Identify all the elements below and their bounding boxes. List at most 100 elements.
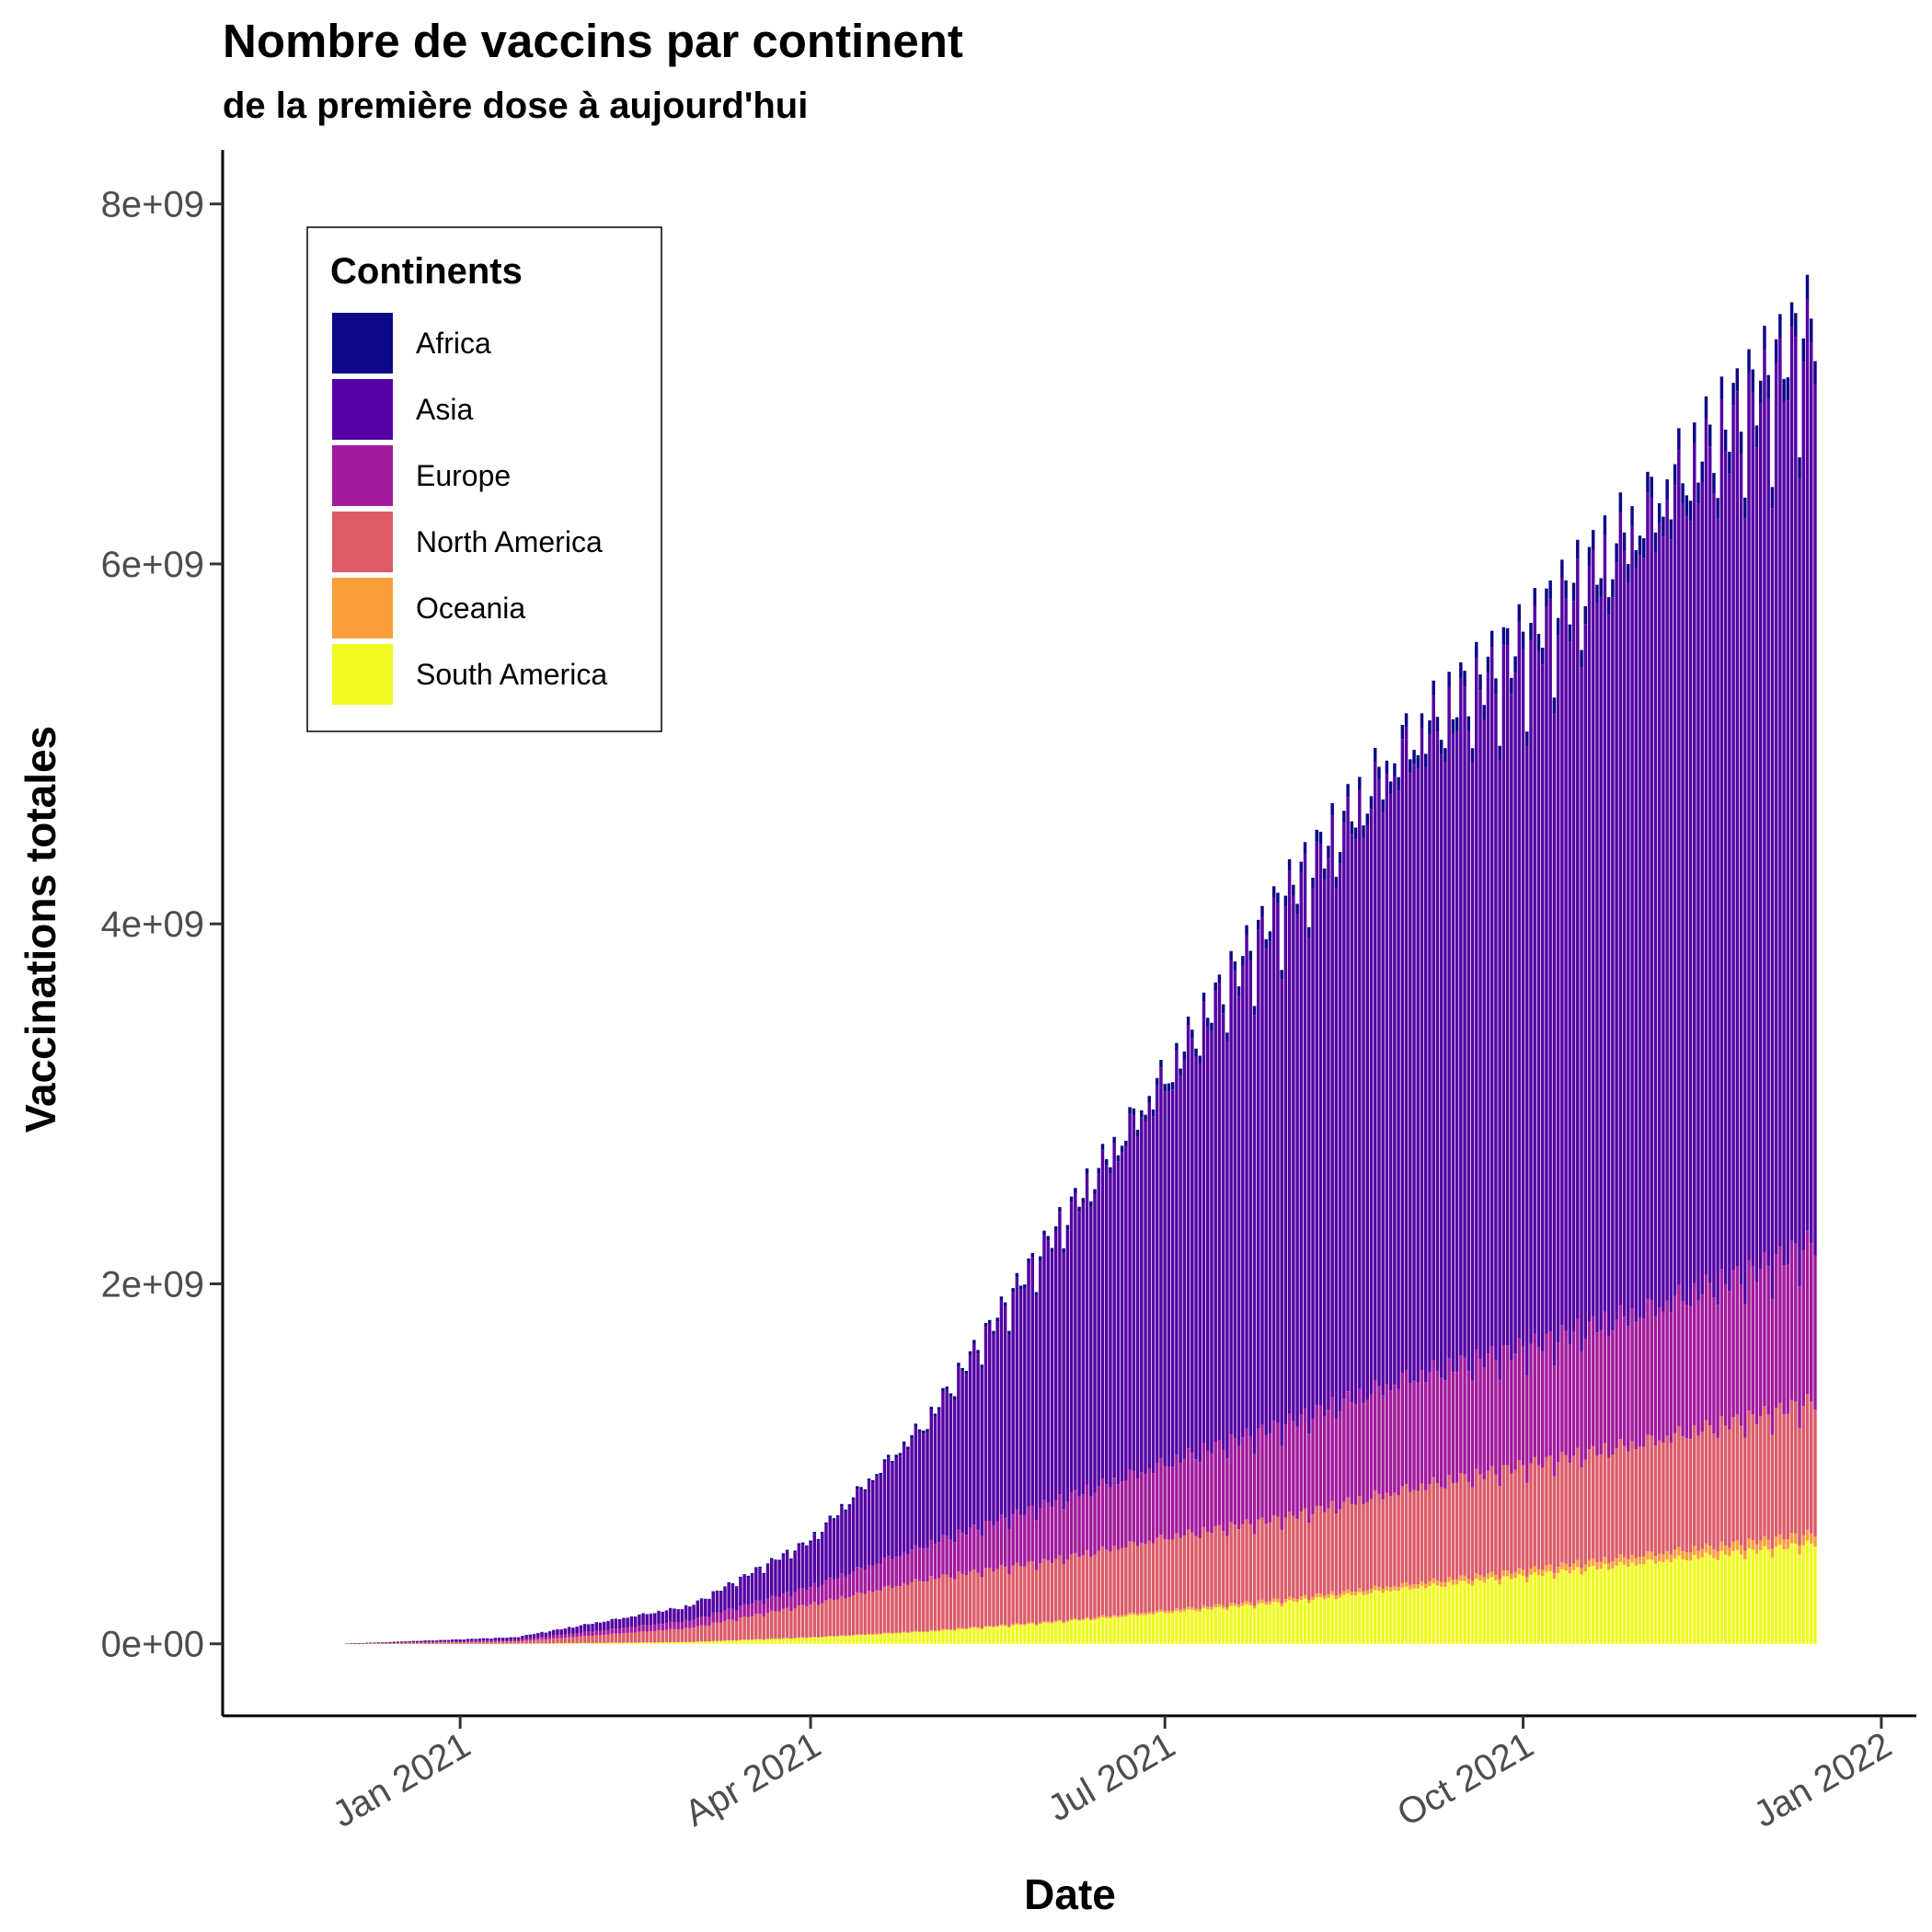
bar-segment-south-america	[1170, 1613, 1175, 1644]
bar-segment-africa	[1257, 919, 1260, 930]
bar-segment-oceania	[1034, 1624, 1039, 1627]
bar-segment-south-america	[1015, 1624, 1019, 1644]
bar-segment-asia	[1517, 621, 1522, 1339]
bar-segment-south-america	[1428, 1585, 1432, 1644]
bar-segment-africa	[1723, 429, 1728, 452]
bar-segment-oceania	[1409, 1584, 1412, 1590]
bar-segment-africa	[1112, 1136, 1116, 1144]
bar-segment-europe	[641, 1625, 645, 1632]
bar-segment-asia	[1338, 863, 1342, 1411]
bar-segment-asia	[723, 1587, 727, 1611]
bar-segment-europe	[1646, 1298, 1650, 1435]
bar-segment-europe	[481, 1640, 486, 1642]
bar-segment-oceania	[1124, 1615, 1128, 1617]
bar-segment-north-america	[556, 1638, 559, 1644]
bar-segment-oceania	[1202, 1604, 1206, 1608]
bar-segment-north-america	[1151, 1543, 1156, 1613]
bar-segment-oceania	[1576, 1559, 1580, 1568]
bar-segment-europe	[999, 1514, 1004, 1566]
bar-segment-oceania	[1494, 1574, 1498, 1581]
bar-segment-oceania	[875, 1633, 879, 1635]
bar-segment-africa	[1665, 479, 1669, 500]
bar-segment-oceania	[1252, 1605, 1257, 1609]
bar-segment-north-america	[1030, 1560, 1035, 1623]
bar-segment-europe	[835, 1578, 840, 1600]
bar-segment-africa	[1295, 903, 1299, 914]
bar-segment-europe	[1505, 1345, 1510, 1466]
bar-segment-asia	[474, 1639, 477, 1641]
bar-segment-asia	[1042, 1235, 1046, 1501]
bar-segment-south-america	[1167, 1613, 1171, 1644]
bar-segment-europe	[575, 1633, 579, 1638]
bar-segment-south-america	[1062, 1623, 1065, 1644]
bar-segment-africa	[1801, 338, 1805, 362]
y-tick-label: 6e+09	[101, 545, 204, 585]
bar-segment-asia	[598, 1623, 603, 1631]
bar-segment-europe	[653, 1625, 657, 1631]
bar-segment-north-america	[906, 1584, 910, 1633]
bar-segment-africa	[1716, 498, 1719, 519]
bar-segment-oceania	[914, 1630, 918, 1632]
bar-segment-south-america	[964, 1629, 969, 1644]
bar-segment-oceania	[844, 1635, 847, 1637]
bar-segment-africa	[1751, 369, 1754, 393]
legend-label: South America	[416, 658, 607, 691]
bar-segment-oceania	[1463, 1575, 1466, 1581]
bar-segment-north-america	[972, 1569, 976, 1627]
bar-segment-north-america	[1482, 1479, 1486, 1578]
bar-segment-asia	[917, 1432, 922, 1548]
bar-segment-europe	[1109, 1487, 1112, 1552]
bar-segment-africa	[922, 1430, 926, 1434]
bar-segment-asia	[1416, 768, 1420, 1383]
bar-segment-asia	[1206, 1026, 1210, 1452]
bar-segment-oceania	[1248, 1602, 1253, 1606]
bar-segment-north-america	[668, 1628, 673, 1642]
bar-segment-asia	[1786, 400, 1790, 1264]
bar-segment-europe	[603, 1630, 606, 1635]
bar-segment-north-america	[497, 1641, 501, 1644]
bar-segment-north-america	[486, 1641, 489, 1644]
bar-segment-asia	[385, 1642, 388, 1643]
bar-segment-north-america	[1271, 1514, 1276, 1599]
bar-segment-africa	[980, 1364, 984, 1368]
bar-segment-oceania	[851, 1635, 856, 1636]
bar-segment-europe	[1330, 1397, 1334, 1501]
bar-segment-south-america	[603, 1642, 606, 1644]
bar-segment-africa	[1685, 495, 1689, 516]
bar-segment-asia	[840, 1506, 844, 1574]
bar-segment-north-america	[840, 1595, 844, 1636]
bar-segment-asia	[392, 1641, 396, 1643]
bar-segment-south-america	[1128, 1615, 1132, 1644]
bar-segment-north-america	[1144, 1544, 1147, 1614]
bar-segment-africa	[1583, 605, 1587, 625]
bar-segment-north-america	[1627, 1451, 1630, 1560]
bar-segment-europe	[1455, 1371, 1459, 1483]
bar-segment-europe	[1276, 1422, 1280, 1517]
bar-segment-north-america	[500, 1641, 505, 1644]
bar-segment-south-america	[992, 1627, 995, 1644]
bar-segment-asia	[1696, 503, 1700, 1301]
bar-segment-asia	[1315, 841, 1318, 1406]
bar-segment-europe	[1571, 1331, 1576, 1456]
bar-segment-north-america	[591, 1636, 594, 1643]
bar-segment-asia	[633, 1616, 638, 1627]
bar-segment-asia	[1097, 1173, 1100, 1487]
bar-segment-europe	[1221, 1449, 1225, 1532]
bar-segment-south-america	[1739, 1554, 1743, 1644]
bar-segment-north-america	[1116, 1549, 1121, 1616]
bar-segment-africa	[957, 1363, 960, 1367]
bar-segment-asia	[859, 1489, 863, 1569]
bar-segment-south-america	[1470, 1585, 1475, 1644]
bar-segment-north-america	[1065, 1559, 1070, 1621]
bar-segment-africa	[1805, 274, 1810, 300]
bar-segment-europe	[399, 1642, 404, 1643]
bar-segment-africa	[914, 1423, 918, 1427]
bar-segment-asia	[983, 1327, 988, 1522]
bar-segment-north-america	[711, 1622, 715, 1641]
bar-segment-europe	[867, 1564, 871, 1592]
bar-segment-europe	[1704, 1274, 1708, 1420]
bar-segment-europe	[1018, 1514, 1023, 1567]
bar-segment-south-america	[906, 1633, 910, 1644]
bar-segment-oceania	[1342, 1591, 1346, 1595]
bar-segment-asia	[746, 1577, 751, 1605]
